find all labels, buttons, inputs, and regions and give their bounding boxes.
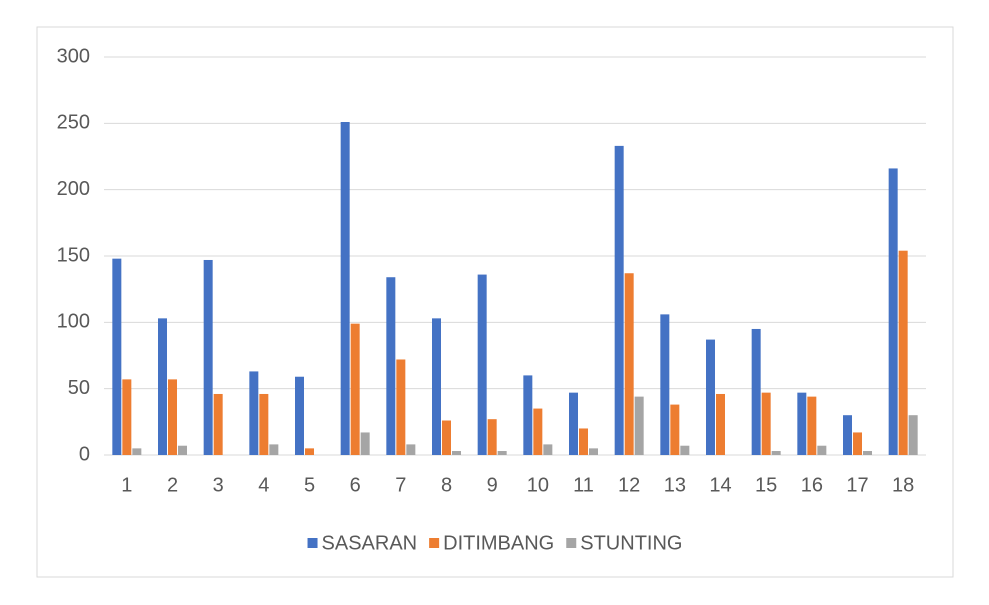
x-tick-label: 1 xyxy=(121,474,132,496)
bar xyxy=(487,419,497,455)
x-tick-label: 18 xyxy=(892,474,914,496)
x-tick-label: 2 xyxy=(167,474,178,496)
bar xyxy=(452,451,461,455)
bar xyxy=(360,432,370,455)
bar xyxy=(797,392,807,455)
bar xyxy=(269,444,279,455)
y-tick-label: 50 xyxy=(68,377,90,399)
bar xyxy=(259,393,269,455)
bar xyxy=(533,408,543,455)
x-tick-label: 15 xyxy=(755,474,777,496)
bar xyxy=(716,393,725,455)
x-tick-label: 8 xyxy=(441,474,452,496)
bar xyxy=(634,396,644,455)
bar xyxy=(178,445,187,455)
y-tick-label: 200 xyxy=(57,178,90,200)
bar xyxy=(497,451,507,455)
bar xyxy=(132,448,142,455)
bar xyxy=(112,258,122,455)
bar xyxy=(432,318,441,455)
bar xyxy=(396,359,406,455)
chart-frame xyxy=(36,26,954,578)
bar xyxy=(863,451,872,455)
y-tick-label: 150 xyxy=(57,244,90,266)
bar xyxy=(817,445,827,455)
bar xyxy=(406,444,416,455)
bar xyxy=(350,323,360,455)
legend-swatch xyxy=(307,538,318,548)
x-tick-label: 17 xyxy=(846,474,868,496)
legend-label: DITIMBANG xyxy=(443,532,554,554)
x-tick-label: 16 xyxy=(801,474,823,496)
bar xyxy=(761,392,771,455)
bar xyxy=(771,451,781,455)
bar xyxy=(660,314,670,455)
bar xyxy=(158,318,167,455)
bar xyxy=(543,444,553,455)
bar xyxy=(670,404,680,455)
y-tick-label: 300 xyxy=(57,45,90,67)
bar xyxy=(579,428,588,455)
bar xyxy=(888,168,898,455)
x-tick-label: 4 xyxy=(258,474,269,496)
legend-label: SASARAN xyxy=(322,532,418,554)
bar xyxy=(843,415,852,455)
bar xyxy=(249,371,259,455)
bar xyxy=(751,328,761,455)
x-tick-label: 11 xyxy=(573,474,594,496)
x-tick-label: 5 xyxy=(304,474,315,496)
bar xyxy=(523,375,533,455)
x-tick-label: 13 xyxy=(664,474,686,496)
x-tick-label: 3 xyxy=(213,474,224,496)
y-tick-label: 250 xyxy=(57,112,90,134)
bar xyxy=(908,415,918,455)
bar xyxy=(898,250,908,455)
bar xyxy=(386,277,396,455)
x-tick-label: 7 xyxy=(395,474,406,496)
bar xyxy=(706,339,715,455)
bar xyxy=(305,448,314,455)
y-tick-label: 0 xyxy=(79,443,90,465)
legend-label: STUNTING xyxy=(580,532,682,554)
bar xyxy=(442,420,451,455)
x-tick-label: 14 xyxy=(709,474,731,496)
bar xyxy=(624,273,634,455)
legend-swatch xyxy=(429,538,440,548)
bar xyxy=(213,393,223,455)
bar xyxy=(853,432,862,455)
bar xyxy=(614,145,624,456)
bar xyxy=(168,379,177,455)
x-tick-label: 9 xyxy=(487,474,498,496)
legend-swatch xyxy=(566,538,577,548)
bar xyxy=(203,259,213,455)
x-tick-label: 6 xyxy=(350,474,361,496)
bar xyxy=(122,379,132,455)
bar xyxy=(477,274,487,455)
bar xyxy=(295,376,304,455)
bar xyxy=(340,122,350,456)
x-tick-label: 12 xyxy=(618,474,640,496)
bar xyxy=(569,392,578,455)
y-tick-label: 100 xyxy=(57,311,90,333)
bar xyxy=(680,445,690,455)
bar xyxy=(807,396,817,455)
x-tick-label: 10 xyxy=(527,474,549,496)
bar xyxy=(589,448,598,455)
